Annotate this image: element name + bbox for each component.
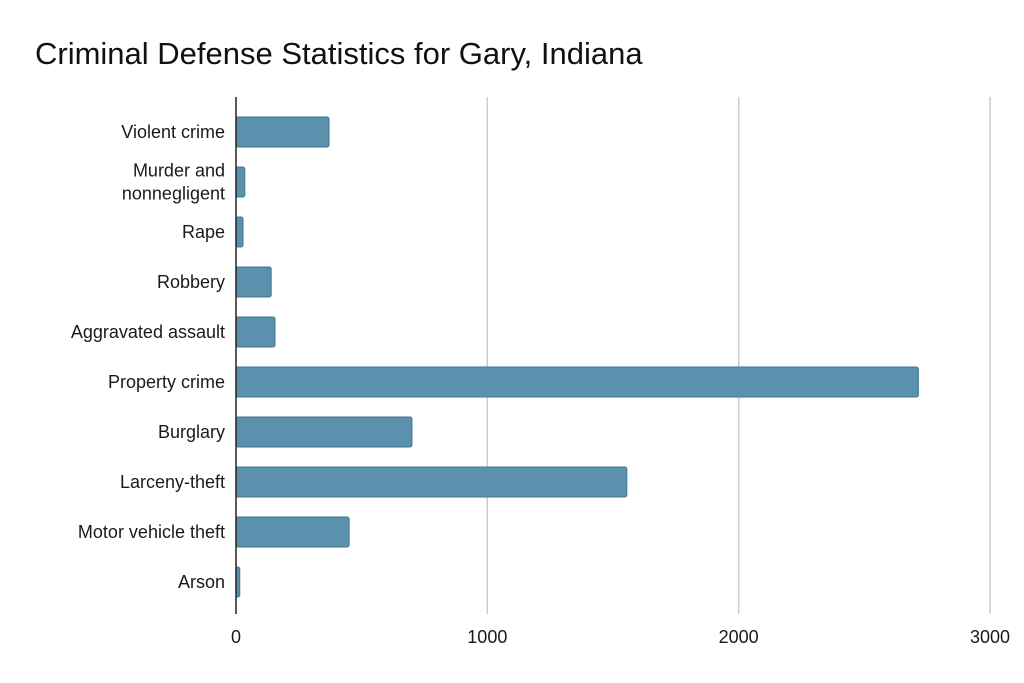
bar-burglary	[235, 416, 413, 448]
bar-violent-crime	[235, 116, 330, 148]
category-label-rape: Rape	[182, 222, 225, 242]
category-label-murder-and-nonnegligent-line2: nonnegligent	[122, 184, 225, 204]
category-label-violent-crime: Violent crime	[121, 122, 225, 142]
bar-aggravated-assault	[235, 316, 276, 348]
x-tick-label-1000: 1000	[467, 627, 507, 647]
x-tick-label-2000: 2000	[719, 627, 759, 647]
bar-larceny-theft	[235, 466, 628, 498]
x-tick-label-3000: 3000	[970, 627, 1010, 647]
bar-murder-and-nonnegligent	[235, 166, 246, 198]
category-label-murder-and-nonnegligent-line1: Murder and	[133, 161, 225, 181]
category-label-robbery: Robbery	[157, 272, 225, 292]
chart-title: Criminal Defense Statistics for Gary, In…	[35, 36, 643, 71]
bar-property-crime	[235, 366, 919, 398]
x-tick-label-0: 0	[231, 627, 241, 647]
x-tick-labels: 0 1000 2000 3000	[231, 627, 1010, 647]
category-label-arson: Arson	[178, 572, 225, 592]
category-label-aggravated-assault: Aggravated assault	[71, 322, 225, 342]
category-label-larceny-theft: Larceny-theft	[120, 472, 225, 492]
category-label-property-crime: Property crime	[108, 372, 225, 392]
bar-rape	[235, 216, 244, 248]
bar-motor-vehicle-theft	[235, 516, 350, 548]
category-label-burglary: Burglary	[158, 422, 225, 442]
bars	[235, 116, 919, 598]
category-labels: Violent crime Murder and nonnegligent Rape R…	[71, 122, 225, 592]
bar-robbery	[235, 266, 272, 298]
gridlines	[486, 97, 991, 614]
category-label-motor-vehicle-theft: Motor vehicle theft	[78, 522, 225, 542]
